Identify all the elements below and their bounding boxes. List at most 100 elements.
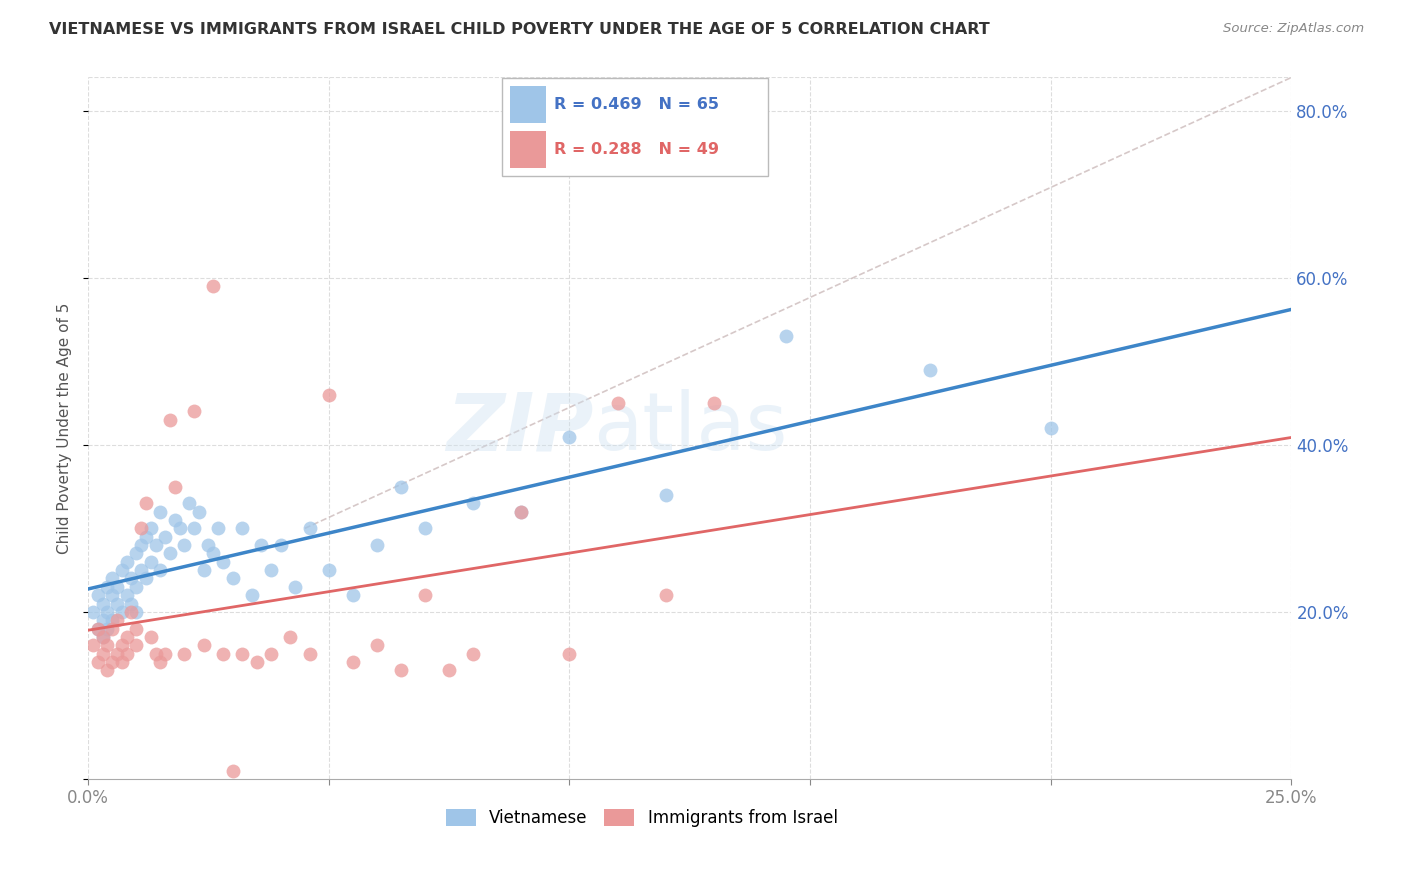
Point: [105, 580, 128, 594]
Point: [96, 580, 118, 594]
Point: [510, 505, 533, 519]
Text: Source: ZipAtlas.com: Source: ZipAtlas.com: [1223, 22, 1364, 36]
Point: [96, 622, 118, 636]
Point: [96, 605, 118, 619]
Point: [298, 521, 321, 535]
Point: [775, 329, 797, 343]
Point: [202, 546, 225, 560]
Point: [115, 647, 138, 661]
Point: [163, 513, 186, 527]
Point: [197, 538, 219, 552]
Text: R = 0.288   N = 49: R = 0.288 N = 49: [554, 142, 718, 157]
Point: [105, 647, 128, 661]
Point: [101, 588, 124, 602]
Point: [139, 555, 162, 569]
Point: [87, 588, 110, 602]
Point: [149, 505, 172, 519]
Point: [463, 647, 485, 661]
Point: [111, 563, 134, 577]
Point: [920, 362, 942, 376]
Point: [342, 588, 364, 602]
Point: [149, 655, 172, 669]
Point: [121, 605, 143, 619]
Point: [179, 496, 201, 510]
Point: [654, 588, 676, 602]
Point: [153, 530, 176, 544]
Text: atlas: atlas: [593, 389, 787, 467]
Point: [82, 605, 104, 619]
Point: [96, 638, 118, 652]
Point: [125, 622, 148, 636]
Point: [115, 630, 138, 644]
Point: [101, 622, 124, 636]
Point: [125, 605, 148, 619]
Point: [111, 655, 134, 669]
Point: [145, 647, 167, 661]
Point: [193, 563, 215, 577]
Point: [159, 413, 181, 427]
Point: [105, 597, 128, 611]
Point: [510, 505, 533, 519]
Point: [91, 630, 114, 644]
Point: [91, 647, 114, 661]
Point: [105, 613, 128, 627]
Point: [298, 647, 321, 661]
Point: [153, 647, 176, 661]
Point: [202, 279, 225, 293]
Point: [135, 496, 157, 510]
Point: [231, 521, 253, 535]
Point: [212, 647, 235, 661]
Text: VIETNAMESE VS IMMIGRANTS FROM ISRAEL CHILD POVERTY UNDER THE AGE OF 5 CORRELATIO: VIETNAMESE VS IMMIGRANTS FROM ISRAEL CHI…: [49, 22, 990, 37]
Point: [221, 764, 243, 778]
Point: [212, 555, 235, 569]
Point: [82, 638, 104, 652]
Point: [221, 572, 243, 586]
Point: [187, 505, 209, 519]
Point: [558, 647, 581, 661]
Point: [91, 630, 114, 644]
Y-axis label: Child Poverty Under the Age of 5: Child Poverty Under the Age of 5: [58, 302, 72, 554]
Point: [115, 555, 138, 569]
Text: R = 0.469   N = 65: R = 0.469 N = 65: [554, 97, 718, 112]
Point: [87, 622, 110, 636]
Point: [121, 572, 143, 586]
Point: [413, 521, 436, 535]
Point: [366, 538, 388, 552]
Legend: Vietnamese, Immigrants from Israel: Vietnamese, Immigrants from Israel: [439, 802, 844, 834]
Point: [101, 572, 124, 586]
Point: [129, 538, 152, 552]
Point: [129, 521, 152, 535]
Point: [173, 647, 195, 661]
Point: [87, 622, 110, 636]
Point: [366, 638, 388, 652]
Point: [231, 647, 253, 661]
Text: ZIP: ZIP: [446, 389, 593, 467]
Point: [318, 388, 340, 402]
Bar: [510, 131, 546, 168]
Point: [260, 647, 283, 661]
Point: [246, 655, 269, 669]
Point: [135, 572, 157, 586]
Point: [139, 630, 162, 644]
Point: [389, 664, 412, 678]
Point: [125, 638, 148, 652]
Point: [654, 488, 676, 502]
Point: [413, 588, 436, 602]
Point: [163, 480, 186, 494]
Point: [437, 664, 460, 678]
Point: [270, 538, 292, 552]
Point: [278, 630, 301, 644]
Point: [318, 563, 340, 577]
Point: [703, 396, 725, 410]
Point: [173, 538, 195, 552]
Point: [389, 480, 412, 494]
Point: [135, 530, 157, 544]
Point: [91, 597, 114, 611]
Point: [101, 655, 124, 669]
Point: [87, 655, 110, 669]
Point: [240, 588, 263, 602]
Point: [250, 538, 273, 552]
Point: [96, 664, 118, 678]
Point: [606, 396, 628, 410]
Point: [149, 563, 172, 577]
